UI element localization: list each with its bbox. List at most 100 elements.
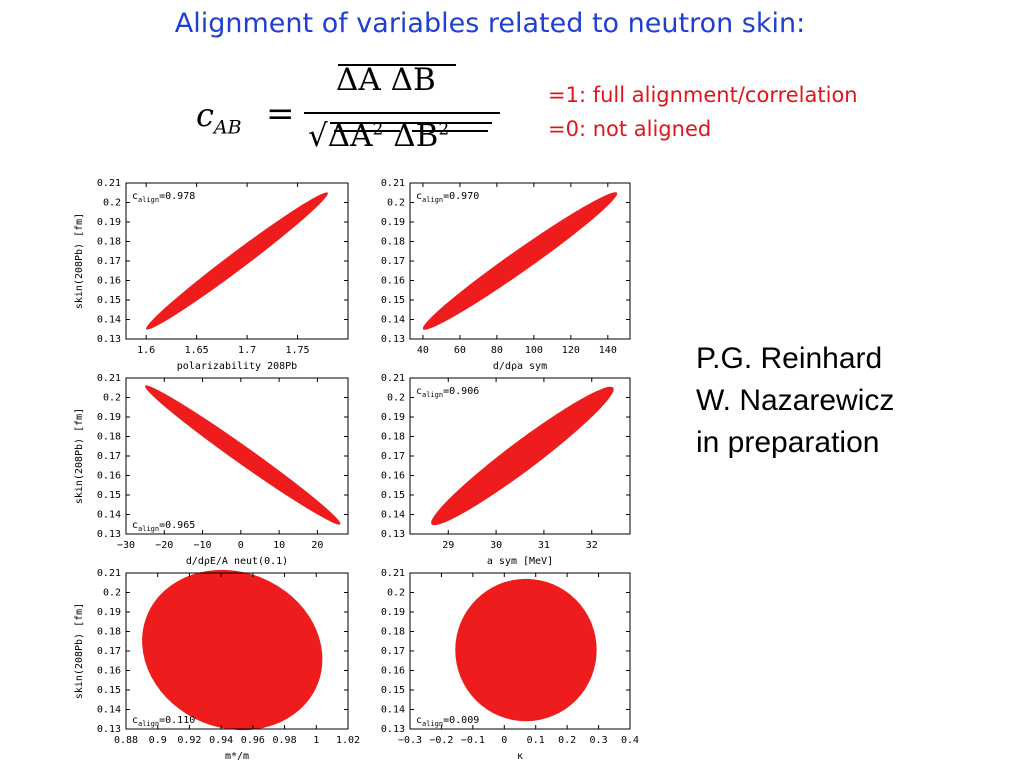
c-align-value: =0.965 xyxy=(159,520,195,531)
y-tick-label: 0.18 xyxy=(97,627,121,638)
formula-c-symbol: c xyxy=(196,96,214,134)
x-tick-label: −20 xyxy=(155,540,173,551)
author-credits: P.G. Reinhard W. Nazarewicz in preparati… xyxy=(696,338,894,464)
y-tick-label: 0.18 xyxy=(381,432,405,443)
y-tick-label: 0.2 xyxy=(103,588,121,599)
y-tick-label: 0.16 xyxy=(381,276,405,287)
x-tick-label: 0.96 xyxy=(241,735,265,746)
x-axis-label: d/dρE/A neut(0.1) xyxy=(186,556,288,567)
y-tick-label: 0.17 xyxy=(97,646,121,657)
x-tick-label: 1.6 xyxy=(137,345,155,356)
x-tick-label: 10 xyxy=(273,540,285,551)
y-tick-label: 0.21 xyxy=(97,568,121,579)
y-tick-label: 0.16 xyxy=(97,666,121,677)
x-axis-label: polarizability 208Pb xyxy=(177,361,297,372)
y-axis-label: skin(208Pb) [fm] xyxy=(74,213,85,309)
y-tick-label: 0.17 xyxy=(97,451,121,462)
correlation-ellipse xyxy=(145,385,341,525)
c-align-symbol: c xyxy=(416,191,422,202)
x-axis-label: κ xyxy=(517,751,523,762)
x-tick-label: 40 xyxy=(417,345,429,356)
y-tick-label: 0.19 xyxy=(97,412,121,423)
x-tick-label: −0.2 xyxy=(429,735,453,746)
y-tick-label: 0.19 xyxy=(97,217,121,228)
y-tick-label: 0.16 xyxy=(97,276,121,287)
plot-panel-4: 0.21 0.2 0.19 0.18 0.17 0.16 0.15 0.14 0.13 29 30 3… xyxy=(381,373,631,567)
x-tick-label: 120 xyxy=(562,345,580,356)
y-tick-label: 0.13 xyxy=(381,724,405,735)
c-align-subscript: align xyxy=(138,720,159,728)
y-tick-label: 0.15 xyxy=(381,295,405,306)
x-tick-label: 1.02 xyxy=(336,735,360,746)
y-tick-label: 0.14 xyxy=(381,510,405,521)
y-tick-label: 0.2 xyxy=(387,393,405,404)
c-align-annotation: calign=0.906 xyxy=(416,386,479,399)
y-tick-label: 0.21 xyxy=(97,178,121,189)
x-tick-label: 0.92 xyxy=(177,735,201,746)
x-tick-label: 29 xyxy=(442,540,454,551)
fraction-line xyxy=(304,112,500,114)
x-tick-label: 0 xyxy=(238,540,244,551)
y-tick-label: 0.15 xyxy=(381,685,405,696)
c-align-annotation: calign=0.978 xyxy=(132,191,195,204)
denominator-delta-a: ΔA xyxy=(327,118,373,154)
y-tick-label: 0.17 xyxy=(381,646,405,657)
x-tick-label: 0.1 xyxy=(527,735,545,746)
x-tick-label: 0.94 xyxy=(209,735,233,746)
x-tick-label: 0 xyxy=(501,735,507,746)
x-tick-label: −30 xyxy=(117,540,135,551)
x-tick-label: 1.75 xyxy=(285,345,309,356)
y-tick-label: 0.17 xyxy=(381,451,405,462)
x-tick-label: 1.65 xyxy=(185,345,209,356)
credit-nazarewicz: W. Nazarewicz xyxy=(696,384,895,417)
c-align-annotation: calign=0.110 xyxy=(132,715,195,728)
x-axis-label: m*/m xyxy=(225,751,249,762)
c-align-value: =0.110 xyxy=(159,715,195,726)
x-tick-label: 0.9 xyxy=(149,735,167,746)
y-tick-label: 0.13 xyxy=(97,724,121,735)
c-align-symbol: c xyxy=(416,386,422,397)
c-align-formula: cAB = ΔA ΔB √ΔA2 ΔB2 xyxy=(196,60,506,160)
c-align-symbol: c xyxy=(132,520,138,531)
y-tick-label: 0.2 xyxy=(387,588,405,599)
x-tick-label: 1.7 xyxy=(238,345,256,356)
formula-lhs: cAB xyxy=(196,96,242,138)
x-tick-label: 20 xyxy=(311,540,323,551)
plot-panel-6: 0.210.20.190.180.170.160.150.140.13−0.3−… xyxy=(381,568,639,762)
correlation-ellipse xyxy=(455,578,597,722)
c-align-subscript: align xyxy=(422,720,443,728)
y-tick-label: 0.15 xyxy=(97,685,121,696)
y-tick-label: 0.15 xyxy=(97,490,121,501)
denominator-a-overline xyxy=(334,130,400,132)
y-tick-label: 0.18 xyxy=(97,432,121,443)
c-align-symbol: c xyxy=(132,715,138,726)
formula-ab-subscript: AB xyxy=(213,116,242,139)
y-tick-label: 0.13 xyxy=(97,334,121,345)
c-align-value: =0.009 xyxy=(443,715,479,726)
y-tick-label: 0.18 xyxy=(381,237,405,248)
plot-panel-1: 0.21 0.2 0.19 0.18 0.17 0.16 0.15 0.14 0.13 1.6 1.… xyxy=(74,178,349,372)
y-tick-label: 0.21 xyxy=(381,178,405,189)
y-tick-label: 0.19 xyxy=(381,412,405,423)
y-tick-label: 0.21 xyxy=(381,568,405,579)
c-align-value: =0.906 xyxy=(443,386,479,397)
c-align-subscript: align xyxy=(422,391,443,399)
y-tick-label: 0.13 xyxy=(97,529,121,540)
denominator-b-power: 2 xyxy=(438,119,450,140)
alignment-notes: =1: full alignment/correlation =0: not a… xyxy=(548,78,858,146)
c-align-value: =0.978 xyxy=(159,191,195,202)
x-tick-label: 0.88 xyxy=(114,735,138,746)
y-tick-label: 0.14 xyxy=(97,315,121,326)
y-tick-label: 0.18 xyxy=(381,627,405,638)
y-tick-label: 0.19 xyxy=(97,607,121,618)
denominator-a-power: 2 xyxy=(372,119,384,140)
correlation-ellipse xyxy=(142,569,323,731)
correlation-ellipse xyxy=(146,192,328,330)
x-tick-label: 30 xyxy=(490,540,502,551)
c-align-subscript: align xyxy=(138,196,159,204)
y-tick-label: 0.14 xyxy=(97,510,121,521)
y-tick-label: 0.13 xyxy=(381,529,405,540)
c-align-symbol: c xyxy=(416,715,422,726)
c-align-subscript: align xyxy=(422,196,443,204)
